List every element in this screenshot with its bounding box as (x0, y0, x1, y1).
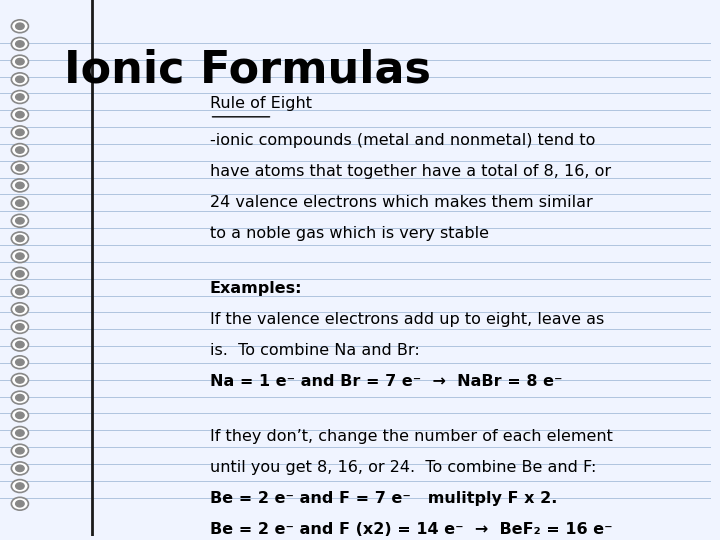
Circle shape (16, 430, 24, 436)
Circle shape (16, 200, 24, 206)
Circle shape (12, 144, 28, 157)
Circle shape (16, 165, 24, 171)
Text: -ionic compounds (metal and nonmetal) tend to: -ionic compounds (metal and nonmetal) te… (210, 133, 595, 148)
Circle shape (16, 40, 24, 47)
Circle shape (16, 323, 24, 330)
Circle shape (12, 249, 28, 262)
Text: Be = 2 e⁻ and F = 7 e⁻   mulitply F x 2.: Be = 2 e⁻ and F = 7 e⁻ mulitply F x 2. (210, 491, 557, 506)
Circle shape (12, 320, 28, 333)
Circle shape (16, 377, 24, 383)
Text: Be = 2 e⁻ and F (x2) = 14 e⁻  →  BeF₂ = 16 e⁻: Be = 2 e⁻ and F (x2) = 14 e⁻ → BeF₂ = 16… (210, 522, 612, 537)
Circle shape (12, 73, 28, 86)
Circle shape (12, 374, 28, 387)
Text: Ionic Formulas: Ionic Formulas (64, 48, 431, 91)
Circle shape (12, 409, 28, 422)
Circle shape (16, 23, 24, 30)
Circle shape (12, 197, 28, 210)
Circle shape (12, 444, 28, 457)
Circle shape (16, 76, 24, 83)
Text: is.  To combine Na and Br:: is. To combine Na and Br: (210, 343, 419, 358)
Text: to a noble gas which is very stable: to a noble gas which is very stable (210, 226, 489, 241)
Circle shape (12, 462, 28, 475)
Circle shape (12, 267, 28, 280)
Circle shape (12, 427, 28, 440)
Circle shape (16, 94, 24, 100)
Circle shape (16, 412, 24, 418)
Circle shape (12, 91, 28, 104)
Circle shape (12, 480, 28, 492)
Circle shape (16, 448, 24, 454)
Circle shape (12, 285, 28, 298)
Circle shape (16, 501, 24, 507)
Text: If they don’t, change the number of each element: If they don’t, change the number of each… (210, 429, 613, 444)
Circle shape (16, 465, 24, 471)
Circle shape (16, 182, 24, 188)
Circle shape (16, 235, 24, 242)
Circle shape (16, 341, 24, 348)
Text: until you get 8, 16, or 24.  To combine Be and F:: until you get 8, 16, or 24. To combine B… (210, 460, 596, 475)
Circle shape (12, 37, 28, 50)
Circle shape (16, 129, 24, 136)
Circle shape (12, 497, 28, 510)
Text: Examples:: Examples: (210, 281, 302, 296)
Circle shape (16, 111, 24, 118)
Circle shape (16, 394, 24, 401)
Text: have atoms that together have a total of 8, 16, or: have atoms that together have a total of… (210, 164, 611, 179)
Circle shape (12, 356, 28, 369)
Circle shape (12, 20, 28, 33)
Circle shape (16, 288, 24, 295)
Text: If the valence electrons add up to eight, leave as: If the valence electrons add up to eight… (210, 312, 604, 327)
Circle shape (12, 179, 28, 192)
Circle shape (12, 161, 28, 174)
Circle shape (16, 483, 24, 489)
Circle shape (12, 126, 28, 139)
Text: Na = 1 e⁻ and Br = 7 e⁻  →  NaBr = 8 e⁻: Na = 1 e⁻ and Br = 7 e⁻ → NaBr = 8 e⁻ (210, 374, 562, 389)
Circle shape (16, 359, 24, 366)
Circle shape (12, 303, 28, 316)
Text: 24 valence electrons which makes them similar: 24 valence electrons which makes them si… (210, 195, 593, 210)
Circle shape (16, 218, 24, 224)
Circle shape (12, 391, 28, 404)
Text: Rule of Eight: Rule of Eight (210, 97, 312, 111)
Circle shape (16, 271, 24, 277)
Circle shape (12, 232, 28, 245)
Circle shape (12, 338, 28, 351)
Circle shape (16, 253, 24, 259)
Circle shape (16, 58, 24, 65)
Circle shape (12, 214, 28, 227)
Circle shape (16, 147, 24, 153)
Circle shape (12, 55, 28, 68)
Circle shape (12, 108, 28, 121)
Circle shape (16, 306, 24, 313)
